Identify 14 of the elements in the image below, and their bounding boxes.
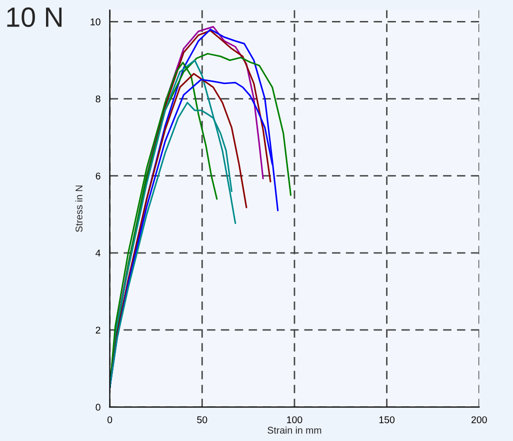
x-tick-label: 50 xyxy=(197,416,208,424)
y-tick-label: 2 xyxy=(96,326,100,334)
x-axis-title: Strain in mm xyxy=(268,426,322,434)
y-tick-label: 6 xyxy=(96,172,100,180)
y-axis-title: Stress in N xyxy=(75,186,82,232)
y-tick-label: 0 xyxy=(96,404,100,411)
x-tick-label: 150 xyxy=(379,416,395,424)
x-tick-label: 100 xyxy=(287,416,302,424)
y-tick-label: 10 xyxy=(90,18,100,26)
y-tick-label: 8 xyxy=(96,96,100,102)
y-tick-label: 4 xyxy=(96,250,100,256)
x-tick-label: 0 xyxy=(107,416,112,424)
chart-title: 10 N xyxy=(7,7,62,28)
x-tick-label: 200 xyxy=(472,416,487,424)
